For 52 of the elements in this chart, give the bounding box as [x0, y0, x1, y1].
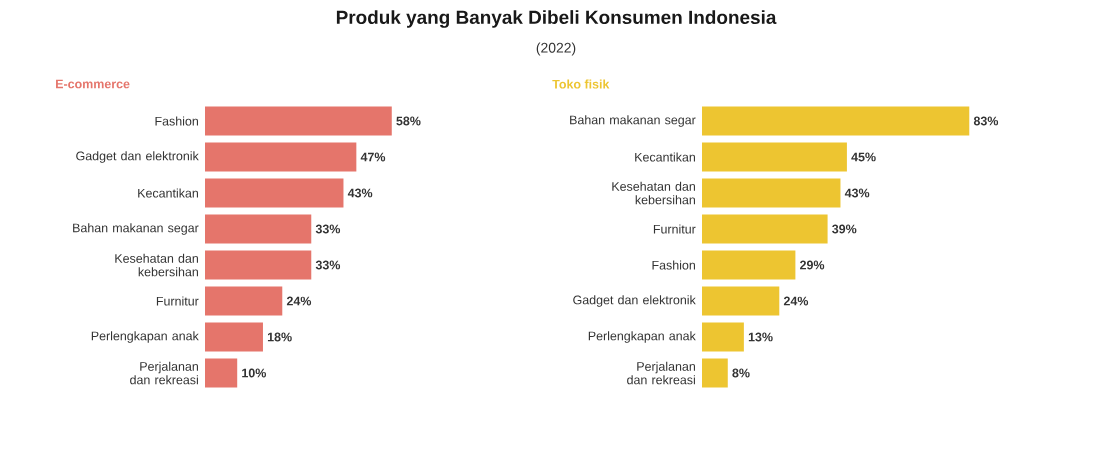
data-label: 43% — [844, 188, 870, 198]
y-tick-label: Gadget dan elektronik — [573, 295, 696, 307]
y-tick-label: Kecantikan — [138, 188, 198, 198]
bar — [702, 322, 744, 352]
data-label: 39% — [832, 224, 857, 234]
y-tick-label: Gadget dan elektronik — [76, 151, 199, 163]
y-tick-label: Perjalanan dan rekreasi — [130, 361, 198, 385]
data-label: 83% — [973, 116, 999, 126]
y-tick-label: Perlengkapan anak — [91, 331, 199, 343]
data-label: 45% — [851, 152, 876, 162]
bar — [205, 250, 312, 280]
bar — [702, 358, 728, 388]
data-label: 47% — [360, 152, 386, 162]
text: Produk yang Banyak Dibeli Konsumen Indonesia — [336, 10, 777, 28]
text: (2022) — [536, 42, 576, 56]
y-tick-label: Furnitur — [653, 224, 696, 234]
data-label: 43% — [347, 188, 373, 198]
y-tick-label: Kesehatan dan kebersihan — [115, 253, 198, 277]
data-label: 33% — [315, 260, 341, 270]
bar — [205, 178, 344, 208]
bar — [702, 106, 970, 136]
y-tick-label: Kesehatan dan kebersihan — [612, 181, 695, 205]
data-label: 24% — [783, 296, 809, 306]
bar — [205, 358, 238, 388]
y-tick-label: Fashion — [652, 260, 695, 270]
bar — [205, 214, 312, 244]
bar — [702, 250, 796, 280]
bar — [205, 106, 392, 136]
y-tick-label: Kecantikan — [635, 152, 695, 162]
data-label: 13% — [748, 332, 773, 342]
data-label: 18% — [267, 332, 292, 342]
y-tick-label: Furnitur — [156, 296, 199, 306]
bar — [702, 214, 828, 244]
y-tick-label: Perjalanan dan rekreasi — [627, 361, 695, 385]
y-tick-label: Perlengkapan anak — [588, 331, 696, 343]
data-label: 33% — [315, 224, 341, 234]
bar — [702, 178, 841, 208]
y-tick-label: Bahan makanan segar — [570, 115, 696, 127]
data-label: 29% — [800, 260, 825, 270]
y-tick-label: Fashion — [155, 116, 198, 126]
bar — [205, 322, 263, 352]
data-label: 24% — [286, 296, 312, 306]
data-label: 58% — [396, 116, 421, 126]
bar — [702, 142, 847, 172]
data-label: 10% — [242, 368, 266, 378]
bar — [702, 286, 780, 316]
bar — [205, 286, 283, 316]
text: Toko fisik — [552, 79, 610, 89]
bar — [205, 142, 357, 172]
y-tick-label: Bahan makanan segar — [73, 223, 199, 235]
data-label: 8% — [732, 368, 750, 378]
text: E-commerce — [56, 79, 130, 89]
